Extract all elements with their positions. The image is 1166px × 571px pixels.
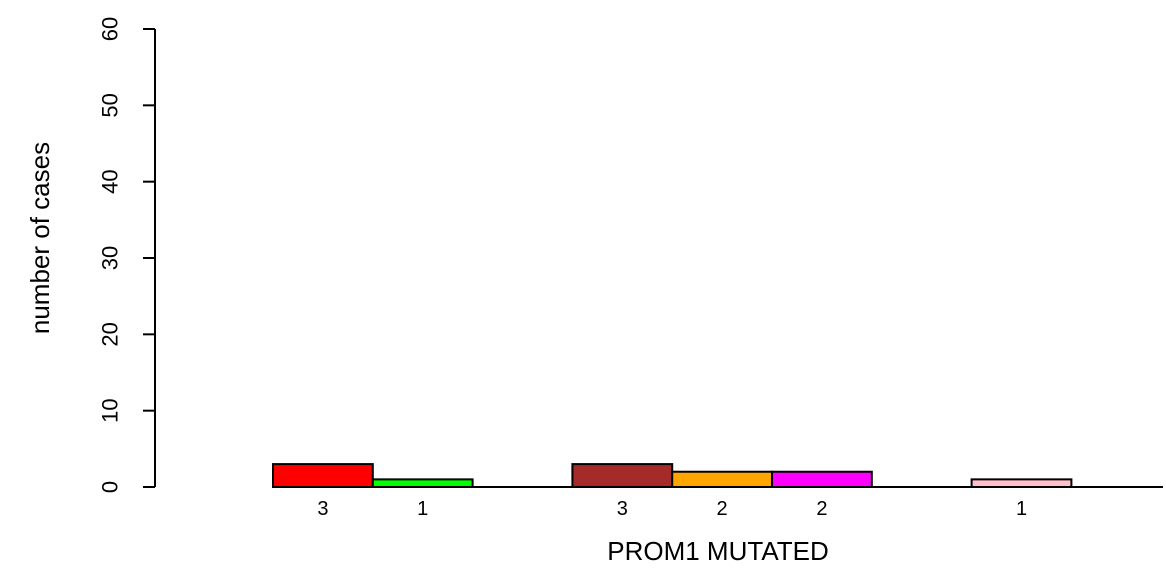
y-tick-label: 50 bbox=[98, 93, 123, 117]
bar bbox=[371, 478, 474, 489]
bar-value-label: 3 bbox=[617, 498, 628, 520]
bar bbox=[771, 470, 873, 489]
y-axis: 0 10 20 30 40 50 60 bbox=[98, 17, 156, 493]
bar bbox=[671, 470, 774, 489]
y-tick-label: 0 bbox=[98, 481, 123, 493]
bar-value-label: 3 bbox=[317, 498, 328, 520]
bar bbox=[571, 463, 674, 489]
y-tick-label: 60 bbox=[98, 17, 123, 41]
bar-value-label: 1 bbox=[1016, 498, 1027, 520]
bar-value-label: 1 bbox=[417, 498, 428, 520]
bar-value-label: 2 bbox=[816, 498, 827, 520]
y-axis-title: number of cases bbox=[25, 142, 55, 334]
bar-labels: 3 1 3 2 2 1 bbox=[317, 498, 1027, 520]
bars bbox=[272, 463, 1073, 489]
bar bbox=[272, 463, 374, 489]
x-axis-title: PROM1 MUTATED bbox=[607, 536, 828, 566]
y-tick-label: 40 bbox=[98, 169, 123, 193]
y-tick-label: 10 bbox=[98, 398, 123, 422]
y-tick-label: 30 bbox=[98, 246, 123, 270]
bar bbox=[970, 478, 1073, 489]
bar-value-label: 2 bbox=[717, 498, 728, 520]
y-tick-label: 20 bbox=[98, 322, 123, 346]
